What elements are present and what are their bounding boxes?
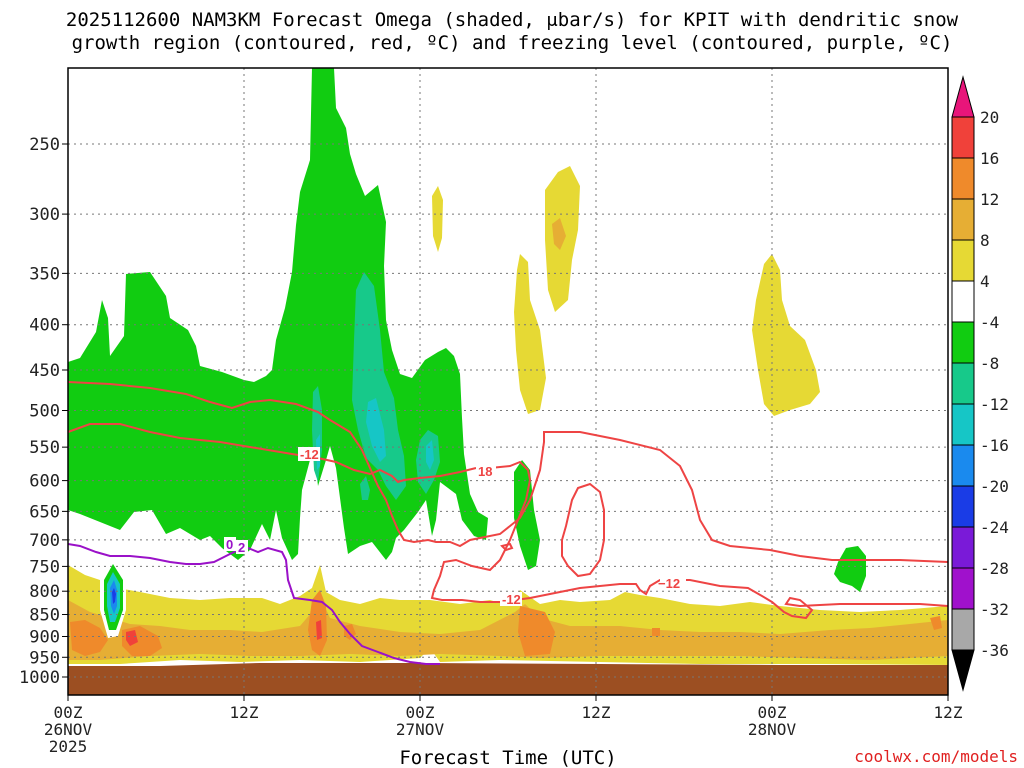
below-ground-area [68, 666, 948, 695]
y-tick-label-450: 450 [29, 361, 60, 381]
y-axis: 2503003504004505005506006507007508008509… [19, 135, 68, 688]
x-tick-label-48-1: 28NOV [748, 720, 797, 739]
omega-negative-8-12-core [352, 272, 406, 500]
y-tick-label-500: 500 [29, 402, 60, 422]
x-axis-label: Forecast Time (UTC) [399, 747, 616, 768]
omega-negative-right [834, 546, 866, 592]
omega-negative-lobe [514, 460, 540, 570]
freezing-level-contour [68, 543, 440, 665]
colorbar-label-13: -36 [980, 641, 1009, 660]
colorbar-bin-12 [951, 567, 975, 610]
omega-negative-left-cell-core [112, 588, 116, 604]
contour-labels: -12 18 -12 −12 0 2 [224, 447, 686, 607]
colorbar-label-11: -28 [980, 559, 1009, 578]
colorbar-label-2: 12 [980, 190, 999, 209]
colorbar-label-7: -12 [980, 395, 1009, 414]
colorbar: 20 16 12 8 4 -4 -8 -12 -16 -20 -24 -28 -32 -36 [951, 75, 1009, 692]
y-tick-label-1000: 1000 [19, 668, 60, 688]
y-tick-label-600: 600 [29, 472, 60, 492]
contour-label-dgz-12-c: −12 [658, 576, 680, 591]
colorbar-label-6: -8 [980, 354, 999, 373]
contour-label-dgz-12-b: -12 [502, 592, 521, 607]
omega-positive-16-20-b [316, 620, 322, 640]
x-tick-label-0-2: 2025 [49, 737, 88, 756]
colorbar-label-0: 20 [980, 108, 999, 127]
x-tick-label-0-1: 26NOV [44, 720, 93, 739]
contour-label-dgz-18: 18 [478, 464, 492, 479]
omega-positive-upper-1 [432, 186, 443, 252]
y-tick-label-900: 900 [29, 627, 60, 647]
colorbar-bin-10 [951, 485, 975, 528]
colorbar-bin-3 [951, 198, 975, 241]
plot-frame [67, 67, 949, 696]
y-tick-label-550: 550 [29, 438, 60, 458]
chart-title-line-2: growth region (contoured, red, ºC) and f… [71, 32, 953, 54]
x-tick-label-0-0: 00Z [54, 703, 83, 722]
colorbar-bin-11 [951, 526, 975, 569]
omega-positive-12-16-dot2 [930, 616, 942, 630]
contour-lines [68, 381, 948, 665]
colorbar-label-3: 8 [980, 231, 990, 250]
below-ground-edge [68, 663, 948, 668]
omega-positive-12-16-left [70, 620, 108, 656]
y-tick-label-800: 800 [29, 582, 60, 602]
y-tick-label-850: 850 [29, 606, 60, 626]
plot-grid [68, 68, 948, 695]
x-tick-label-60-0: 12Z [934, 703, 963, 722]
x-tick-label-24-0: 00Z [406, 703, 435, 722]
omega-positive-upper-3 [514, 254, 546, 414]
colorbar-bin-1 [951, 116, 975, 159]
contour-label-dgz-12-a: -12 [300, 447, 319, 462]
y-tick-label-250: 250 [29, 135, 60, 155]
x-tick-label-12-0: 12Z [230, 703, 259, 722]
omega-negative-8-12-d [360, 476, 370, 500]
omega-positive-upper-4 [752, 254, 820, 416]
colorbar-bin-5 [951, 280, 975, 323]
dgz-contour-minus18 [68, 423, 477, 484]
dgz-contour-minus12-lower [430, 460, 948, 620]
omega-positive-8-12-band [68, 596, 948, 660]
dgz-contour-small [500, 542, 514, 552]
y-tick-label-300: 300 [29, 205, 60, 225]
colorbar-label-12: -32 [980, 600, 1009, 619]
colorbar-bin-2 [951, 157, 975, 200]
dgz-contour-minus12-loop2 [561, 482, 605, 578]
colorbar-label-4: 4 [980, 272, 990, 291]
omega-positive-16-20-a [126, 630, 138, 646]
omega-positive-12-16-dot3 [652, 628, 660, 636]
y-tick-label-950: 950 [29, 648, 60, 668]
omega-negative-12-16 [366, 398, 386, 462]
x-tick-label-48-0: 00Z [758, 703, 787, 722]
y-tick-label-700: 700 [29, 531, 60, 551]
colorbar-label-8: -16 [980, 436, 1009, 455]
colorbar-bin-7 [951, 362, 975, 405]
x-tick-label-24-1: 27NOV [396, 720, 445, 739]
colorbar-bin-4 [951, 239, 975, 282]
colorbar-label-1: 16 [980, 149, 999, 168]
colorbar-bin-0 [951, 75, 975, 118]
colorbar-label-5: -4 [980, 313, 999, 332]
y-tick-label-350: 350 [29, 264, 60, 284]
colorbar-label-9: -20 [980, 477, 1009, 496]
y-tick-label-400: 400 [29, 316, 60, 336]
colorbar-bin-8 [951, 403, 975, 446]
omega-positive-12-16-mid2 [518, 606, 555, 656]
contour-label-freezing-2: 2 [238, 540, 245, 555]
chart-title-line-1: 2025112600 NAM3KM Forecast Omega (shaded… [65, 9, 959, 31]
omega-positive-upper-2-core [552, 218, 566, 250]
colorbar-bin-6 [951, 321, 975, 364]
colorbar-bin-14 [951, 649, 975, 692]
x-tick-label-36-0: 12Z [582, 703, 611, 722]
colorbar-bin-9 [951, 444, 975, 487]
y-tick-label-650: 650 [29, 502, 60, 522]
dgz-contour-minus12-upper [68, 381, 948, 563]
colorbar-label-10: -24 [980, 518, 1009, 537]
y-tick-label-750: 750 [29, 557, 60, 577]
credit-text: coolwx.com/models [854, 747, 1018, 766]
colorbar-bin-13 [951, 608, 975, 651]
contour-label-freezing: 0 [226, 537, 233, 552]
